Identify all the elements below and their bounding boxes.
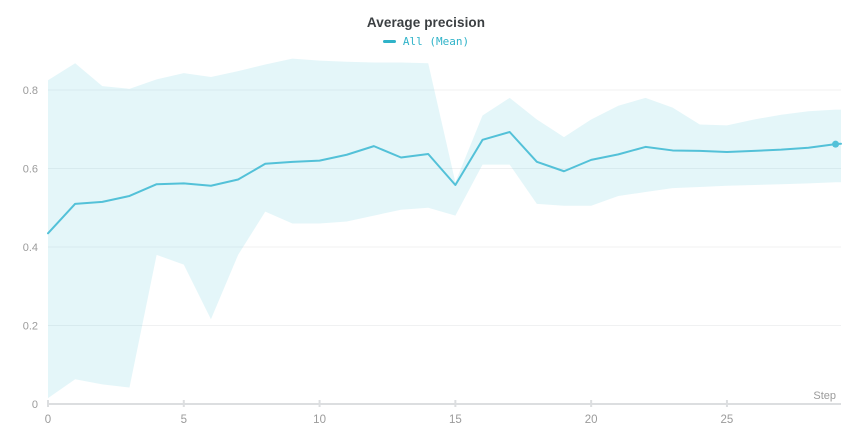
legend-line-swatch-icon [382,40,396,43]
legend: All (Mean) [0,35,852,48]
legend-item-all-mean[interactable]: All (Mean) [382,35,470,48]
mean-line [47,130,842,235]
latest-point-marker [832,140,840,148]
x-tick-label: 20 [585,414,598,426]
legend-item-label: All (Mean) [402,35,470,48]
y-tick-label: 0.2 [23,321,38,333]
y-tick-label: 0 [32,399,38,411]
y-tick-label: 0.6 [23,164,38,176]
x-tick-label: 25 [721,414,734,426]
x-tick-label: 15 [449,414,462,426]
x-tick-label: 5 [181,414,187,426]
x-tick-label: 0 [45,414,51,426]
y-tick-label: 0.4 [23,242,38,254]
chart-title: Average precision [366,15,486,30]
x-axis-title: Step [813,390,836,402]
confidence-band [48,58,841,399]
x-tick-label: 10 [313,414,326,426]
y-tick-label: 0.8 [23,85,38,97]
